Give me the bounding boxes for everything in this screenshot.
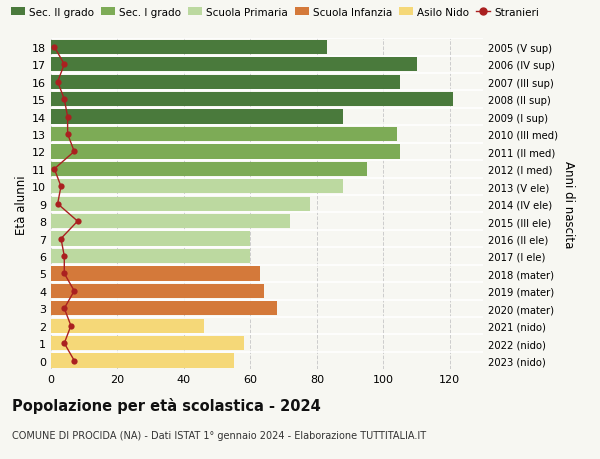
Y-axis label: Età alunni: Età alunni [15, 174, 28, 234]
Bar [51, 58, 416, 72]
Bar [51, 110, 343, 124]
Bar [51, 197, 310, 212]
Bar [51, 145, 400, 159]
Bar [51, 214, 290, 229]
Bar [51, 128, 397, 142]
Bar [51, 180, 343, 194]
Text: Popolazione per età scolastica - 2024: Popolazione per età scolastica - 2024 [12, 397, 321, 413]
Bar [51, 354, 234, 368]
Bar [51, 40, 327, 55]
Bar [51, 267, 260, 281]
Bar [51, 249, 250, 263]
Y-axis label: Anni di nascita: Anni di nascita [562, 161, 575, 248]
Bar [51, 284, 263, 298]
Text: COMUNE DI PROCIDA (NA) - Dati ISTAT 1° gennaio 2024 - Elaborazione TUTTITALIA.IT: COMUNE DI PROCIDA (NA) - Dati ISTAT 1° g… [12, 431, 426, 441]
Bar [51, 232, 250, 246]
Bar [51, 162, 367, 177]
Bar [51, 75, 400, 90]
Bar [51, 302, 277, 316]
Bar [51, 93, 453, 107]
Legend: Sec. II grado, Sec. I grado, Scuola Primaria, Scuola Infanzia, Asilo Nido, Stran: Sec. II grado, Sec. I grado, Scuola Prim… [11, 7, 539, 17]
Bar [51, 336, 244, 351]
Bar [51, 319, 204, 333]
